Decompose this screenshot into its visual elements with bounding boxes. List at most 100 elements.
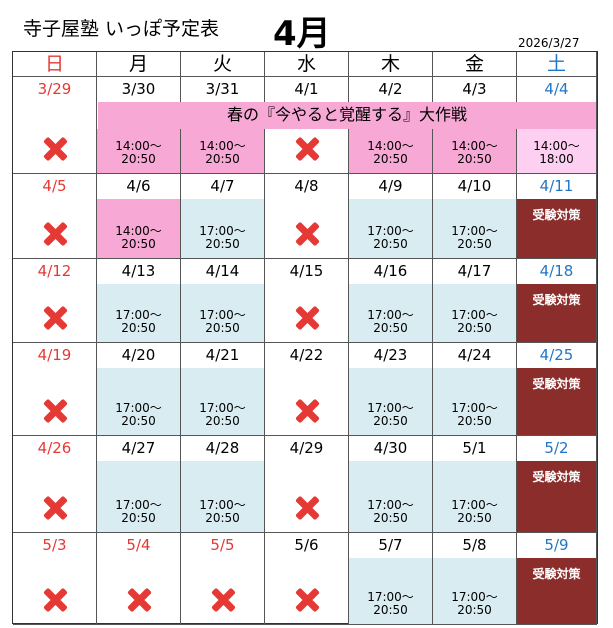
day-cell: 4/4 14:00～ 18:00 <box>517 77 597 174</box>
time-range: 17:00～ 20:50 <box>367 498 414 525</box>
exam-prep-label: 受験対策 <box>532 470 581 484</box>
day-cell: 4/22 <box>265 343 349 436</box>
date-number: 3/29 <box>37 80 72 98</box>
date-number: 3/31 <box>205 80 240 98</box>
day-cell: 5/5 <box>181 533 265 625</box>
date-number: 4/16 <box>373 262 408 280</box>
weekday-header: 月 <box>97 52 181 77</box>
slot-background <box>433 461 516 532</box>
day-cell: 4/30 17:00～ 20:50 <box>349 436 433 533</box>
weekday-header: 金 <box>433 52 517 77</box>
date-number: 4/1 <box>294 80 319 98</box>
time-range: 14:00～ 18:00 <box>533 139 580 166</box>
day-cell: 4/17 17:00～ 20:50 <box>433 259 517 343</box>
slot-background <box>97 199 180 258</box>
exam-prep-label: 受験対策 <box>532 377 581 391</box>
day-cell: 4/2 14:00～ 20:50 <box>349 77 433 174</box>
day-cell: 4/18 受験対策 <box>517 259 597 343</box>
closed-x-icon <box>42 495 68 521</box>
time-range: 17:00～ 20:50 <box>367 401 414 428</box>
time-range: 14:00～ 20:50 <box>115 139 162 166</box>
day-cell: 5/6 <box>265 533 349 625</box>
day-cell: 3/30 14:00～ 20:50 <box>97 77 181 174</box>
date-number: 4/30 <box>373 439 408 457</box>
day-cell: 4/19 <box>13 343 97 436</box>
slot-background <box>433 284 516 342</box>
time-range: 14:00～ 20:50 <box>451 139 498 166</box>
weekday-header: 水 <box>265 52 349 77</box>
closed-x-icon <box>42 305 68 331</box>
date-number: 4/8 <box>294 177 319 195</box>
slot-background <box>97 461 180 532</box>
date-number: 5/1 <box>462 439 487 457</box>
day-cell: 4/3 14:00～ 20:50 <box>433 77 517 174</box>
time-range: 17:00～ 20:50 <box>115 308 162 335</box>
time-range: 14:00～ 20:50 <box>199 139 246 166</box>
date-number: 3/30 <box>121 80 156 98</box>
day-cell: 4/24 17:00～ 20:50 <box>433 343 517 436</box>
day-cell: 4/7 17:00～ 20:50 <box>181 174 265 259</box>
date-number: 4/23 <box>373 346 408 364</box>
day-cell: 5/2 受験対策 <box>517 436 597 533</box>
slot-background <box>517 284 596 342</box>
date-number: 4/25 <box>539 346 574 364</box>
date-number: 5/5 <box>210 536 235 554</box>
date-number: 4/5 <box>42 177 67 195</box>
date-number: 4/12 <box>37 262 72 280</box>
slot-background <box>181 284 264 342</box>
closed-x-icon <box>294 495 320 521</box>
date-number: 4/2 <box>378 80 403 98</box>
day-cell: 5/9 受験対策 <box>517 533 597 625</box>
date-number: 4/9 <box>378 177 403 195</box>
day-cell: 5/8 17:00～ 20:50 <box>433 533 517 625</box>
time-range: 17:00～ 20:50 <box>367 590 414 617</box>
closed-x-icon <box>294 305 320 331</box>
closed-x-icon <box>294 587 320 613</box>
weekday-header: 火 <box>181 52 265 77</box>
slot-background <box>349 199 432 258</box>
date-number: 5/4 <box>126 536 151 554</box>
slot-background <box>349 558 432 624</box>
date-number: 4/20 <box>121 346 156 364</box>
slot-background <box>97 284 180 342</box>
closed-x-icon <box>42 398 68 424</box>
day-cell: 4/16 17:00～ 20:50 <box>349 259 433 343</box>
date-number: 4/28 <box>205 439 240 457</box>
month-label: 4月 <box>273 14 331 54</box>
calendar-grid: 日月火水木金土 3/29 3/30 14:00～ 20:50 3/31 14:00～ 20… <box>12 51 598 625</box>
slot-background <box>181 368 264 435</box>
date-number: 4/10 <box>457 177 492 195</box>
closed-x-icon <box>210 587 236 613</box>
day-cell: 5/3 <box>13 533 97 625</box>
time-range: 17:00～ 20:50 <box>451 590 498 617</box>
weekday-header: 木 <box>349 52 433 77</box>
issue-date: 2026/3/27 <box>518 36 580 50</box>
date-number: 4/11 <box>539 177 574 195</box>
date-number: 4/15 <box>289 262 324 280</box>
slot-background <box>97 368 180 435</box>
closed-x-icon <box>42 221 68 247</box>
day-cell: 4/26 <box>13 436 97 533</box>
day-cell: 4/20 17:00～ 20:50 <box>97 343 181 436</box>
closed-x-icon <box>294 136 320 162</box>
day-cell: 4/23 17:00～ 20:50 <box>349 343 433 436</box>
date-number: 5/2 <box>544 439 569 457</box>
day-cell: 4/9 17:00～ 20:50 <box>349 174 433 259</box>
day-cell: 4/11 受験対策 <box>517 174 597 259</box>
slot-background <box>517 558 596 624</box>
slot-background <box>349 129 432 173</box>
day-cell: 4/15 <box>265 259 349 343</box>
slot-background <box>349 284 432 342</box>
slot-background <box>517 368 596 435</box>
exam-prep-label: 受験対策 <box>532 208 581 222</box>
exam-prep-label: 受験対策 <box>532 293 581 307</box>
time-range: 17:00～ 20:50 <box>199 224 246 251</box>
slot-background <box>433 368 516 435</box>
date-number: 5/9 <box>544 536 569 554</box>
date-number: 4/27 <box>121 439 156 457</box>
date-number: 5/6 <box>294 536 319 554</box>
time-range: 17:00～ 20:50 <box>451 308 498 335</box>
date-number: 4/6 <box>126 177 151 195</box>
day-cell: 4/13 17:00～ 20:50 <box>97 259 181 343</box>
slot-background <box>349 368 432 435</box>
